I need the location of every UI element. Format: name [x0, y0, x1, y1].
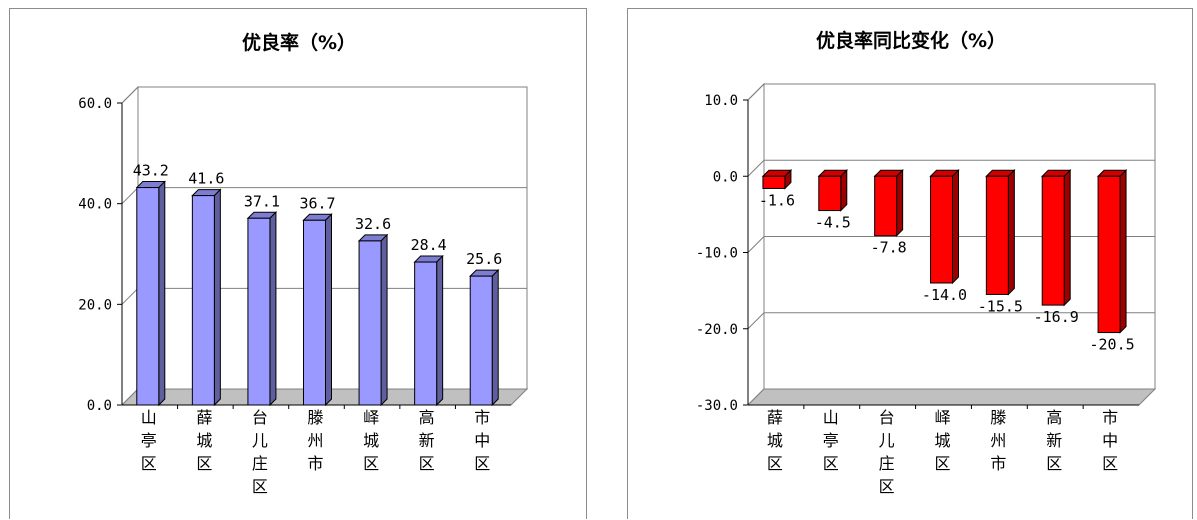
x-tick-label: 高新区: [1046, 408, 1062, 473]
chart-yoy-change: 优良率同比变化（%） -30.0 -20.0 -10.0 0.0 10.0 -1.6 薛城区…: [696, 29, 1157, 496]
bar-side: [325, 213, 332, 407]
bar-side: [213, 188, 221, 407]
gridline-side: [121, 187, 139, 205]
y-tick-label: -20.0: [696, 322, 738, 338]
x-tick-label: 滕州市: [307, 408, 323, 473]
data-label: -15.5: [978, 297, 1023, 315]
bar: [303, 219, 326, 406]
bar: [818, 175, 842, 212]
chart-title: 优良率（%）: [242, 31, 356, 54]
bar-side: [896, 169, 904, 237]
bar: [874, 175, 898, 237]
y-tick-label: 60.0: [78, 96, 112, 112]
bar: [985, 175, 1009, 295]
x-tick-label: 市中区: [1102, 408, 1118, 473]
gridline-side: [121, 287, 139, 305]
plot-floor: [746, 388, 1157, 406]
x-tick-label: 薛城区: [196, 408, 212, 473]
data-label: 37.1: [244, 192, 280, 210]
data-label: 32.6: [355, 215, 391, 233]
bar-side: [1119, 169, 1127, 334]
x-tick-label: 台儿庄区: [879, 408, 895, 496]
y-tick-label: 20.0: [78, 297, 112, 313]
plot-side-wall: [121, 85, 139, 407]
x-tick-label: 台儿庄区: [252, 408, 268, 496]
chart-panel-yoy-change: 优良率同比变化（%） -30.0 -20.0 -10.0 0.0 10.0 -1.6 薛城区…: [627, 8, 1193, 519]
data-label: -7.8: [871, 239, 907, 257]
bar: [136, 187, 160, 406]
bar-side: [1063, 169, 1071, 307]
data-label: -14.0: [922, 286, 967, 304]
bar-side: [269, 211, 277, 407]
y-tick-label: 40.0: [78, 197, 112, 213]
gridline-side: [747, 236, 765, 253]
chart-panel-good-rate: 优良率（%） 0.0 20.0 40.0 60.0 43.2 山亭区 41.6 薛城区 37.1…: [9, 8, 587, 519]
x-tick-label: 薛城区: [767, 408, 783, 473]
bar: [1097, 175, 1121, 334]
x-tick-label: 市中区: [474, 408, 490, 473]
bar-side: [380, 233, 388, 407]
y-tick-label: -10.0: [696, 246, 738, 262]
x-tick-label: 峄城区: [934, 408, 950, 473]
bar: [469, 275, 493, 406]
bar: [414, 261, 438, 406]
data-label: 25.6: [466, 250, 502, 268]
data-label: -20.5: [1089, 336, 1134, 354]
bar: [930, 175, 953, 284]
x-tick-label: 峄城区: [363, 408, 379, 473]
gridline-side: [747, 159, 765, 177]
bar: [247, 217, 271, 406]
gridline-side: [747, 312, 765, 330]
x-tick-label: 滕州市: [990, 408, 1006, 473]
bar: [191, 195, 215, 406]
data-label: 43.2: [133, 162, 169, 180]
y-tick-label: 10.0: [704, 93, 738, 109]
gridline-side: [121, 86, 139, 104]
y-tick-label: 0.0: [713, 169, 738, 185]
data-label: -16.9: [1034, 308, 1079, 326]
x-tick-label: 高新区: [419, 408, 435, 473]
bar-side: [840, 169, 848, 212]
bar-side: [491, 268, 499, 407]
data-label: 36.7: [299, 194, 335, 212]
gridline-side: [747, 83, 765, 101]
bar-side: [436, 254, 444, 407]
data-label: -1.6: [759, 191, 795, 209]
y-tick-label: 0.0: [87, 398, 112, 414]
data-label: 28.4: [411, 236, 447, 254]
bar-side: [952, 169, 959, 285]
bar-side: [158, 180, 166, 407]
data-label: -4.5: [815, 214, 851, 232]
y-tick-label: -30.0: [696, 398, 738, 414]
chart-good-rate: 优良率（%） 0.0 20.0 40.0 60.0 43.2 山亭区 41.6 薛城区 37.1…: [78, 31, 529, 496]
bar: [358, 240, 382, 406]
chart-title: 优良率同比变化（%）: [816, 29, 1006, 52]
x-tick-label: 山亭区: [823, 408, 839, 473]
x-tick-label: 山亭区: [141, 408, 157, 473]
bar-side: [1007, 169, 1015, 296]
data-label: 41.6: [188, 170, 224, 188]
bar: [1041, 175, 1065, 306]
bar: [762, 175, 786, 189]
